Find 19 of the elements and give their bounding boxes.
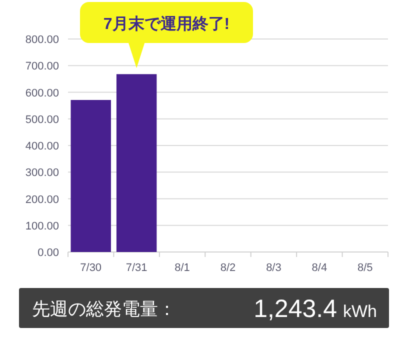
callout: 7月末で運用終了!: [80, 2, 253, 68]
y-tick-label: 500.00: [25, 114, 59, 126]
x-tick-label: 8/1: [174, 262, 190, 274]
y-tick-label: 800.00: [25, 34, 59, 46]
y-tick-label: 600.00: [25, 87, 59, 100]
y-tick-label: 100.00: [25, 220, 59, 232]
y-tick-label: 300.00: [25, 167, 59, 180]
summary: 先週の総発電量： 1,243.4 kWh: [19, 288, 389, 328]
x-tick-label: 8/4: [312, 262, 328, 274]
x-tick-label: 8/5: [357, 262, 373, 274]
annotation: 7月末で運用終了!: [103, 15, 230, 33]
y-tick-label: 200.00: [25, 194, 59, 206]
x-tick-label: 8/2: [220, 262, 236, 274]
y-tick-label: 400.00: [25, 140, 59, 152]
x-tick-label: 7/31: [126, 262, 148, 274]
y-tick-label: 700.00: [25, 60, 59, 73]
x-tick-label: 8/3: [266, 262, 282, 274]
y-tick-label: 0.00: [38, 247, 59, 259]
x-tick-label: 7/30: [80, 262, 102, 274]
